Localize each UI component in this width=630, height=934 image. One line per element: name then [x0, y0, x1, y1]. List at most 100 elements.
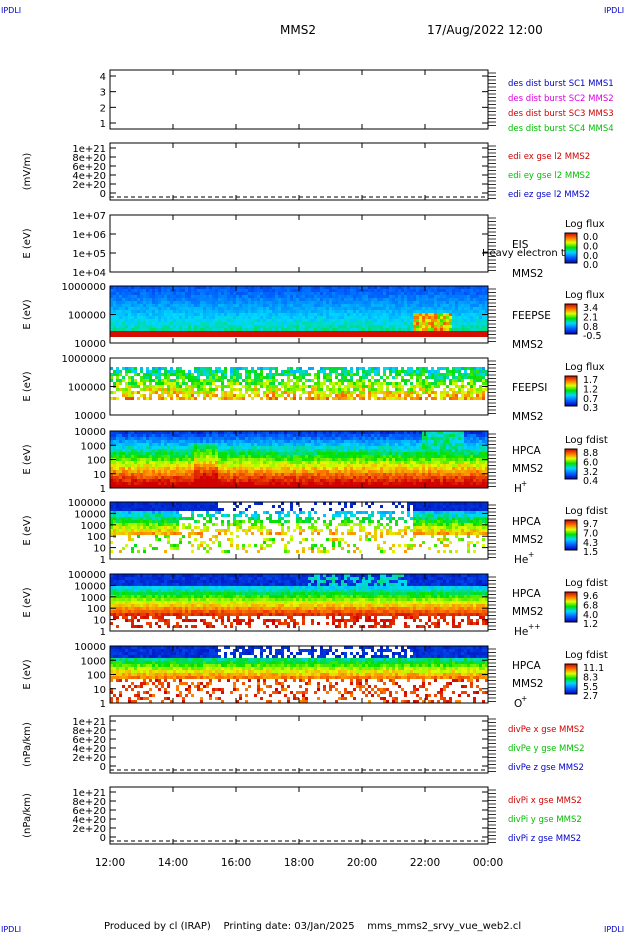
species-charge: + — [528, 550, 534, 559]
time-axis: 12:00 14:00 16:00 18:00 20:00 22:00 00:00 — [95, 857, 503, 869]
y-tick-label: 100000 — [68, 311, 106, 322]
legend-entry: des dist burst SC1 MMS1 — [508, 79, 614, 89]
legend-entry: edi ex gse l2 MMS2 — [508, 152, 590, 162]
y-axis-eis: 1e+07 1e+06 1e+05 1e+04 — [72, 211, 496, 279]
panel-frame — [109, 214, 489, 273]
y-tick-label: 1e+21 — [72, 717, 106, 728]
colorbar-feepsi: Log flux 1.71.20.70.3 — [564, 362, 605, 414]
y-axis-label: E (eV) — [22, 228, 33, 258]
species-label: He — [514, 626, 528, 638]
y-tick-label: 0 — [100, 762, 106, 773]
legend-entry: des dist burst SC4 MMS4 — [508, 124, 614, 134]
colorbar-tick-label: 0.4 — [583, 476, 598, 487]
y-tick-label: 6e+20 — [72, 806, 106, 817]
colorbar-title: Log fdist — [565, 435, 608, 446]
legend-entry: divPe y gse MMS2 — [508, 744, 585, 754]
y-tick-label: 100 — [87, 456, 106, 467]
colorbar-title: Log fdist — [565, 578, 608, 589]
colorbar-tick-label: 9.7 — [583, 519, 598, 530]
panel-frame — [109, 715, 489, 774]
corner-tag-left: IPDLI — [1, 6, 21, 15]
colorbar-tick-label: 6.8 — [583, 600, 598, 611]
species-charge: + — [521, 479, 527, 488]
y-tick-label: 1 — [100, 699, 106, 710]
y-tick-label: 1e+21 — [72, 788, 106, 799]
overlay-label: Heavy electron to — [482, 248, 571, 259]
y-tick-label: 100 — [87, 671, 106, 682]
y-tick-label: 1e+04 — [72, 268, 106, 279]
colorbar-title: Log fdist — [565, 650, 608, 661]
heatmap-hpca_o — [110, 646, 488, 703]
colorbar-tick-label: 1.2 — [583, 384, 598, 395]
spacecraft-title: MMS2 — [280, 23, 316, 37]
legend-entry: divPe x gse MMS2 — [508, 725, 585, 735]
colorbar-tick-label: 0.0 — [583, 251, 598, 262]
species-charge: ++ — [528, 622, 541, 631]
legend-entry: des dist burst SC2 MMS2 — [508, 94, 614, 104]
y-axis-hpca_h: 10000 1000 100 10 1 — [74, 427, 496, 495]
panel-feepse: 1000000 100000 10000 E (eV) FEEPSE MMS2 Log fl… — [22, 282, 605, 351]
corner-tag-right: IPDLI — [604, 6, 624, 15]
y-tick-label: 8e+20 — [72, 153, 106, 164]
y-tick-label: 10000 — [74, 509, 106, 520]
panels-group: 4 3 2 1 des dist burst SC1 MMS1 des dist burs… — [22, 69, 614, 845]
y-tick-label: 2e+20 — [72, 753, 106, 764]
instrument-label: HPCA — [512, 660, 542, 672]
colorbar-tick-label: 0.7 — [583, 394, 598, 405]
spacecraft-label: MMS2 — [512, 606, 543, 618]
panel-eis: 1e+07 1e+06 1e+05 1e+04 E (eV) EIS MMS2 Heavy e… — [22, 211, 605, 280]
colorbar-tick-label: 0.8 — [583, 322, 598, 333]
species-charge: + — [521, 694, 527, 703]
y-tick-label: 1000 — [81, 521, 106, 532]
heatmap-feepsi — [110, 367, 488, 400]
corner-tag-bottom-right: IPDLI — [604, 925, 624, 934]
colorbar-tick-label: 1.7 — [583, 375, 598, 386]
y-tick-label: 1 — [100, 484, 106, 495]
species-label: He — [514, 554, 528, 566]
spacecraft-label: MMS2 — [512, 678, 543, 690]
colorbar-hpca_h: Log fdist 8.86.03.20.4 — [564, 435, 608, 487]
panel-frame — [109, 786, 489, 845]
colorbar-tick-label: 3.2 — [583, 467, 598, 478]
colorbar-hpca_o: Log fdist 11.18.35.52.7 — [564, 650, 608, 702]
colorbar-title: Log flux — [565, 290, 605, 301]
heatmap-hpca_he — [110, 502, 488, 553]
y-tick-label: 10 — [93, 685, 106, 696]
panel-feepsi: 1000000 100000 10000 E (eV) FEEPSI MMS2 Log fl… — [22, 354, 605, 423]
legend-entry: des dist burst SC3 MMS3 — [508, 109, 614, 119]
species-label: H — [514, 483, 522, 495]
time-tick-label: 00:00 — [473, 857, 503, 869]
colorbar-tick-label: 2.1 — [583, 312, 598, 323]
colorbar-gradient — [564, 232, 578, 264]
time-tick-label: 20:00 — [347, 857, 377, 869]
instrument-label: EIS — [512, 239, 529, 251]
y-tick-label: 100 — [87, 532, 106, 543]
colorbar-tick-label: 5.5 — [583, 682, 598, 693]
y-tick-label: 1e+06 — [72, 230, 106, 241]
legend-entry: edi ez gse l2 MMS2 — [508, 190, 590, 200]
colorbar-gradient — [564, 303, 578, 335]
legend-entry: divPe z gse MMS2 — [508, 763, 584, 773]
y-axis-des_dist: 4 3 2 1 — [100, 72, 496, 130]
time-tick-label: 18:00 — [284, 857, 314, 869]
instrument-label: HPCA — [512, 516, 542, 528]
footer-credit: Produced by cl (IRAP) Printing date: 03/… — [104, 921, 521, 932]
colorbar-tick-label: 0.0 — [583, 241, 598, 252]
spacecraft-label: MMS2 — [512, 411, 543, 423]
y-tick-label: 100 — [87, 604, 106, 615]
colorbar-tick-label: 2.7 — [583, 691, 598, 702]
y-tick-label: 0 — [100, 189, 106, 200]
y-axis-feepsi: 1000000 100000 10000 — [61, 354, 496, 422]
y-axis-label: E (eV) — [22, 371, 33, 401]
y-axis-label: (nPa/km) — [22, 722, 33, 767]
colorbar-gradient — [564, 375, 578, 407]
time-tick-label: 12:00 — [95, 857, 125, 869]
colorbar-tick-label: 6.0 — [583, 457, 598, 468]
